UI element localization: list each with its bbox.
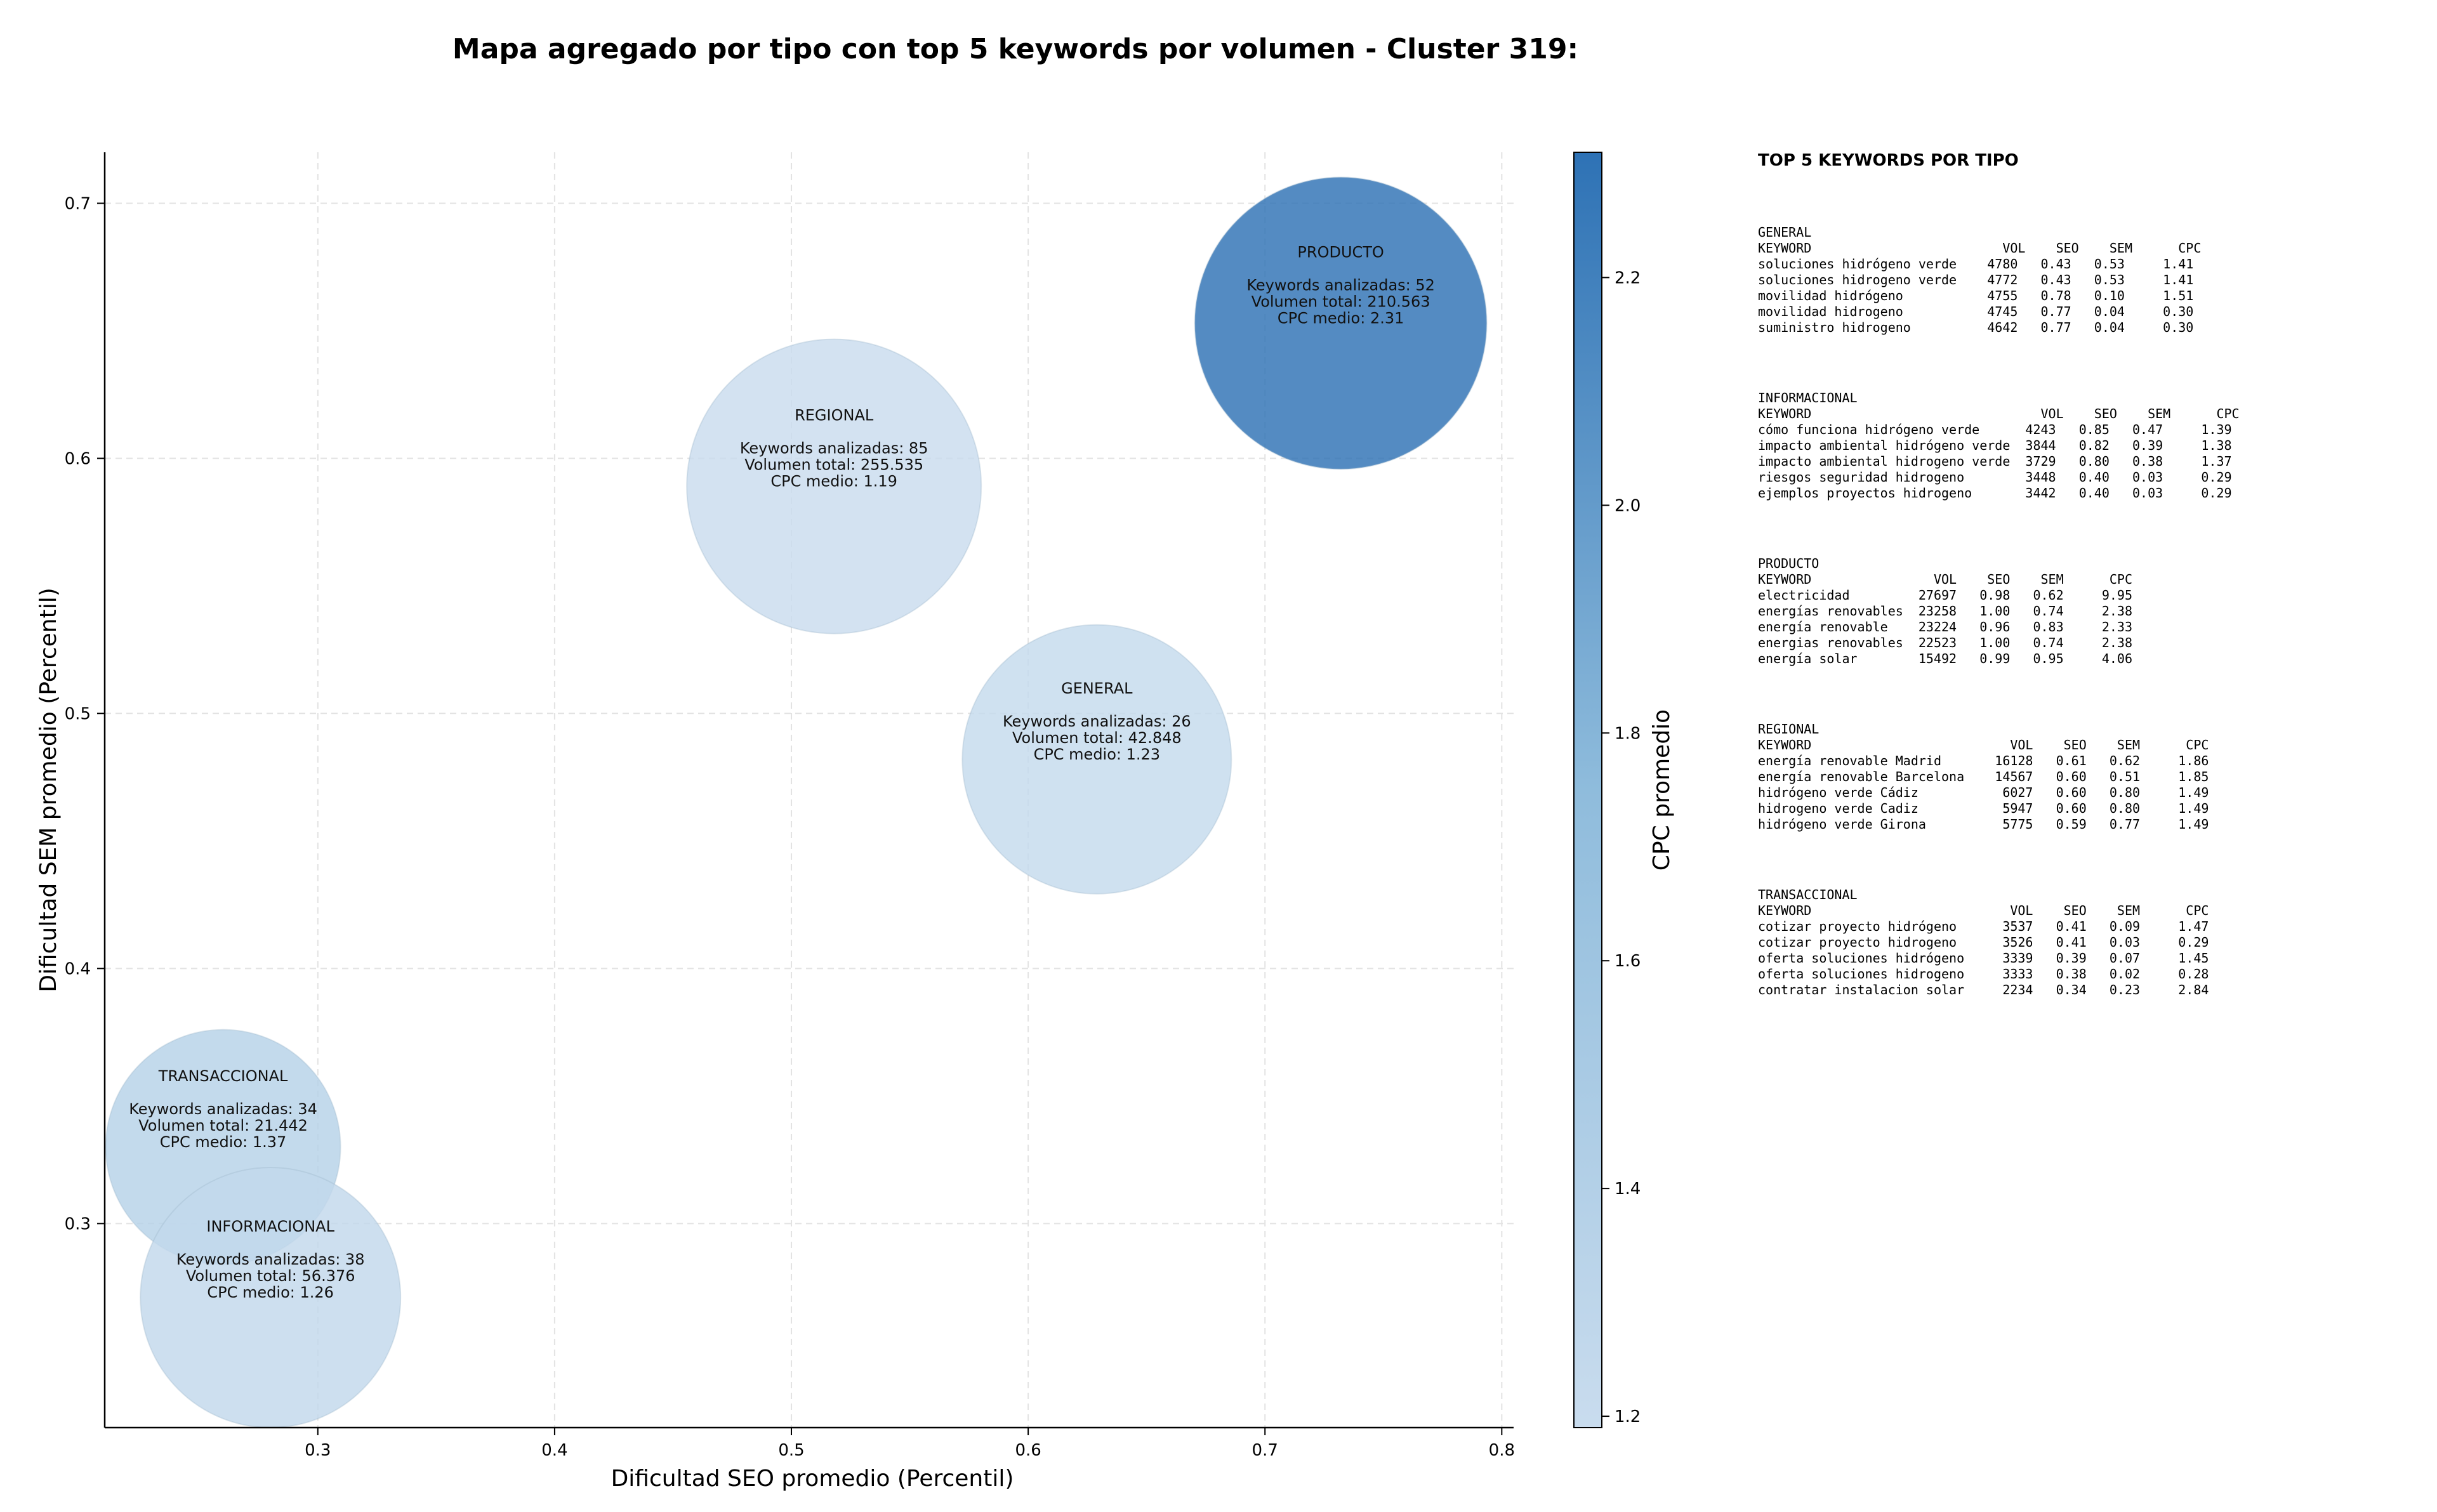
section-transaccional: TRANSACCIONAL KEYWORD VOL SEO SEM CPC co…: [1758, 887, 2424, 998]
bubble-producto: [1194, 176, 1488, 470]
bubble-stat-label: Volumen total: 255.535: [744, 456, 923, 474]
table-transaccional: TRANSACCIONAL KEYWORD VOL SEO SEM CPC co…: [1758, 887, 2209, 997]
bubble-general: [961, 624, 1232, 895]
colorbar-gradient: [1573, 152, 1602, 1428]
colorbar-tick-label: 1.6: [1615, 952, 1641, 971]
x-tick-label: 0.8: [1489, 1441, 1515, 1460]
bubble-stat-label: Volumen total: 21.442: [138, 1117, 308, 1134]
section-producto: PRODUCTO KEYWORD VOL SEO SEM CPC electri…: [1758, 556, 2424, 667]
x-tick-label: 0.5: [778, 1441, 804, 1460]
bubble-stat-label: Keywords analizadas: 38: [176, 1251, 365, 1268]
section-general: GENERAL KEYWORD VOL SEO SEM CPC solucion…: [1758, 225, 2424, 336]
x-axis-label: Dificultad SEO promedio (Percentil): [611, 1466, 1014, 1492]
bubble-stat-label: Volumen total: 56.376: [186, 1267, 355, 1285]
bubble-stat-label: CPC medio: 1.37: [160, 1133, 287, 1151]
bubble-stat-label: Volumen total: 210.563: [1252, 293, 1430, 310]
bubble-stat-label: CPC medio: 1.19: [770, 473, 897, 490]
bubble-name-label: TRANSACCIONAL: [158, 1067, 288, 1085]
colorbar-label: CPC promedio: [1649, 709, 1675, 871]
table-informacional: INFORMACIONAL KEYWORD VOL SEO SEM CPC có…: [1758, 390, 2240, 501]
y-axis-label: Dificultad SEM promedio (Percentil): [36, 588, 62, 992]
x-tick-label: 0.3: [305, 1441, 331, 1460]
bubble-name-label: INFORMACIONAL: [206, 1218, 334, 1235]
colorbar-tick-label: 1.4: [1615, 1180, 1641, 1199]
axes: 0.3 0.4 0.5 0.6 0.7 0.8 0.3 0.4 0.5 0.6 0.7 Dificul…: [36, 152, 1515, 1492]
bubble-stat-label: Volumen total: 42.848: [1012, 729, 1182, 747]
bubble-stat-label: Keywords analizadas: 52: [1246, 276, 1435, 294]
y-tick-label: 0.7: [65, 194, 91, 213]
y-tick-label: 0.5: [65, 704, 91, 723]
bubble-stat-label: CPC medio: 2.31: [1278, 309, 1404, 327]
colorbar-tick-label: 2.0: [1615, 496, 1641, 515]
bubble-stat-label: Keywords analizadas: 26: [1003, 713, 1191, 730]
y-tick-label: 0.6: [65, 449, 91, 468]
table-general: GENERAL KEYWORD VOL SEO SEM CPC solucion…: [1758, 225, 2202, 335]
chart-title: Mapa agregado por tipo con top 5 keyword…: [452, 33, 1579, 65]
colorbar: 1.2 1.4 1.6 1.8 2.0 2.2 CPC promedio: [1573, 152, 1675, 1428]
bubble-stat-label: CPC medio: 1.26: [207, 1284, 334, 1301]
bubbles: [105, 176, 1488, 1428]
keyword-panel: TOP 5 KEYWORDS POR TIPO GENERAL KEYWORD …: [1758, 151, 2424, 1053]
colorbar-tick-label: 1.8: [1615, 724, 1641, 743]
table-producto: PRODUCTO KEYWORD VOL SEO SEM CPC electri…: [1758, 556, 2133, 666]
colorbar-tick-label: 1.2: [1615, 1407, 1641, 1426]
panel-title: TOP 5 KEYWORDS POR TIPO: [1758, 151, 2019, 170]
bubble-name-label: GENERAL: [1061, 680, 1133, 697]
bubble-stat-label: Keywords analizadas: 85: [740, 440, 928, 457]
y-tick-label: 0.4: [65, 959, 91, 978]
y-tick-label: 0.3: [65, 1214, 91, 1233]
section-regional: REGIONAL KEYWORD VOL SEO SEM CPC energía…: [1758, 721, 2424, 832]
table-regional: REGIONAL KEYWORD VOL SEO SEM CPC energía…: [1758, 721, 2209, 832]
bubble-regional: [686, 338, 982, 634]
x-tick-label: 0.6: [1015, 1441, 1041, 1460]
section-informacional: INFORMACIONAL KEYWORD VOL SEO SEM CPC có…: [1758, 390, 2424, 501]
x-tick-label: 0.4: [541, 1441, 567, 1460]
colorbar-tick-label: 2.2: [1615, 268, 1641, 287]
bubble-stat-label: Keywords analizadas: 34: [129, 1100, 317, 1118]
bubble-name-label: REGIONAL: [795, 407, 874, 424]
bubble-name-label: PRODUCTO: [1297, 243, 1384, 261]
x-tick-label: 0.7: [1252, 1441, 1278, 1460]
bubble-stat-label: CPC medio: 1.23: [1034, 746, 1161, 763]
